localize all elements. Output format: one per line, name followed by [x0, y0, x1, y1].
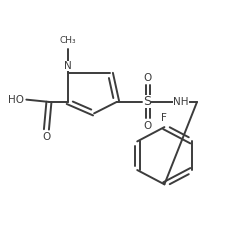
- Text: HO: HO: [8, 95, 24, 105]
- Text: NH: NH: [173, 97, 188, 107]
- Text: F: F: [161, 113, 167, 123]
- Text: CH₃: CH₃: [59, 36, 76, 45]
- Text: N: N: [64, 61, 71, 71]
- Text: S: S: [142, 95, 150, 108]
- Text: O: O: [143, 121, 151, 131]
- Text: O: O: [143, 73, 151, 83]
- Text: O: O: [43, 132, 51, 142]
